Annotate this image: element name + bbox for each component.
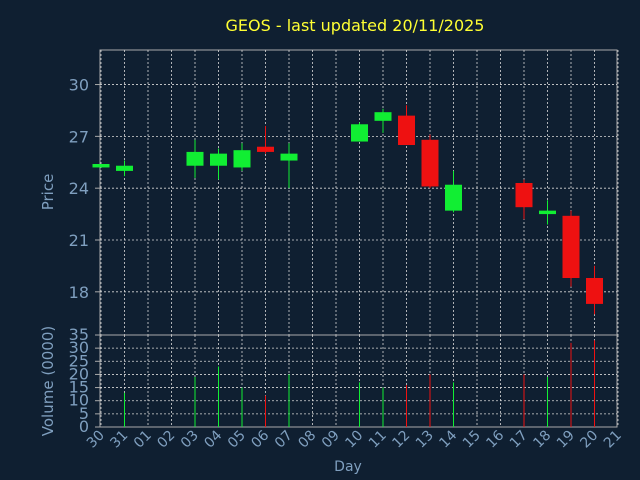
x-tick-label: 03: [178, 428, 202, 452]
x-tick-label: 16: [483, 427, 507, 451]
volume-tick-label: 25: [69, 351, 89, 370]
x-tick-label: 07: [272, 428, 296, 452]
volume-tick-label: 20: [69, 364, 89, 383]
volume-tick-label: 35: [69, 325, 89, 344]
price-tick-label: 24: [69, 179, 89, 198]
x-tick-label: 19: [554, 428, 578, 452]
candles: [92, 105, 603, 315]
candle-body: [374, 112, 392, 121]
x-tick-label: 14: [436, 427, 460, 451]
x-tick-label: 13: [413, 428, 437, 452]
candle-body: [586, 278, 603, 304]
x-tick-label: 15: [460, 428, 484, 452]
x-tick-label: 18: [530, 428, 554, 452]
volume-tick-label: 30: [69, 338, 89, 357]
volume-gridlines: [95, 334, 619, 428]
candle-body: [421, 139, 439, 187]
candle-body: [280, 153, 298, 161]
price-tick-label: 21: [69, 231, 89, 250]
x-tick-label: 09: [319, 428, 343, 452]
candle-body: [351, 124, 368, 142]
x-tick-label: 21: [601, 428, 625, 452]
price-tick-label: 30: [69, 76, 89, 95]
chart-title: GEOS - last updated 20/11/2025: [226, 16, 485, 35]
volume-tick-label: 15: [69, 378, 89, 397]
price-panel-frame: [99, 49, 618, 336]
x-tick-label: 17: [507, 428, 531, 452]
price-tick-label: 18: [69, 283, 89, 302]
x-tick-label: 08: [295, 428, 319, 452]
candle-body: [233, 150, 251, 168]
x-tick-label: 06: [248, 427, 272, 451]
x-tick-label: 12: [389, 428, 413, 452]
price-axis-label: Price: [39, 174, 57, 211]
x-tick-label: 02: [154, 428, 178, 452]
x-tick-label: 31: [107, 428, 131, 452]
candle-body: [257, 146, 274, 152]
volume-bars: [124, 340, 595, 427]
candle-body: [445, 184, 462, 211]
x-tick-label: 01: [131, 428, 155, 452]
candle-body: [116, 165, 133, 171]
price-gridlines: [95, 50, 619, 335]
x-tick-labels: 30 31 01 02 03 04 05 06 07 08 09 10 11 12 13 14 15 16 17 18…: [84, 427, 625, 451]
volume-tick-label: 5: [79, 404, 89, 423]
x-tick-label: 04: [201, 427, 225, 451]
candle-body: [562, 215, 580, 278]
price-tick-label: 27: [69, 127, 89, 146]
candle-body: [92, 164, 110, 168]
x-tick-label: 05: [225, 428, 249, 452]
volume-panel-frame: [99, 334, 618, 428]
volume-tick-label: 10: [69, 391, 89, 410]
x-tick-label: 11: [366, 428, 390, 452]
price-tick-labels: 18 21 24 27 30: [69, 76, 89, 302]
x-tick-label: 20: [577, 428, 601, 452]
volume-tick-label: 0: [79, 417, 89, 436]
x-tick-label: 10: [342, 428, 366, 452]
candle-body: [186, 151, 204, 166]
candle-body: [210, 153, 227, 166]
candle-body: [398, 115, 415, 145]
candle-body: [515, 183, 533, 208]
x-axis-label: Day: [334, 459, 362, 475]
volume-axis-label: Volume (0000): [39, 326, 57, 436]
price-panel: 18 21 24 27 30 Price: [39, 49, 619, 336]
candle-body: [539, 210, 556, 215]
